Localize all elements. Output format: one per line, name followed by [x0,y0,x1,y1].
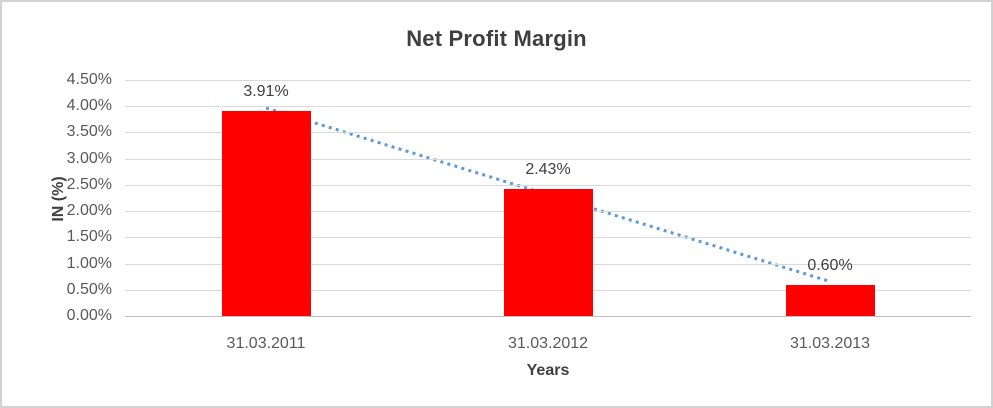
data-label: 2.43% [525,161,571,178]
y-tick-label: 3.00% [66,150,112,167]
x-tick-label: 31.03.2011 [226,335,306,352]
y-tick-label: 1.00% [66,255,112,272]
y-tick-label: 2.00% [66,202,112,219]
y-tick-label: 4.00% [66,97,112,114]
data-label: 0.60% [807,257,853,274]
y-tick-label: 3.50% [66,123,112,140]
x-tick-label: 31.03.2012 [507,335,589,352]
bar-31.03.2012 [504,189,593,316]
gridline [125,80,971,81]
bar-31.03.2013 [786,285,875,316]
y-tick-label: 4.50% [66,71,112,88]
y-tick-label: 0.00% [66,307,112,324]
gridline [125,159,971,160]
x-axis-line [125,316,971,317]
x-tick-label: 31.03.2013 [789,335,871,352]
chart-title: Net Profit Margin [406,26,587,51]
y-tick-label: 0.50% [66,281,112,298]
gridline [125,132,971,133]
data-label: 3.91% [243,83,289,100]
y-tick-label: 1.50% [66,228,112,245]
y-tick-label: 2.50% [66,176,112,193]
bar-31.03.2011 [222,111,311,316]
gridline [125,106,971,107]
x-axis-title: Years [526,362,570,379]
gridline [125,185,971,186]
